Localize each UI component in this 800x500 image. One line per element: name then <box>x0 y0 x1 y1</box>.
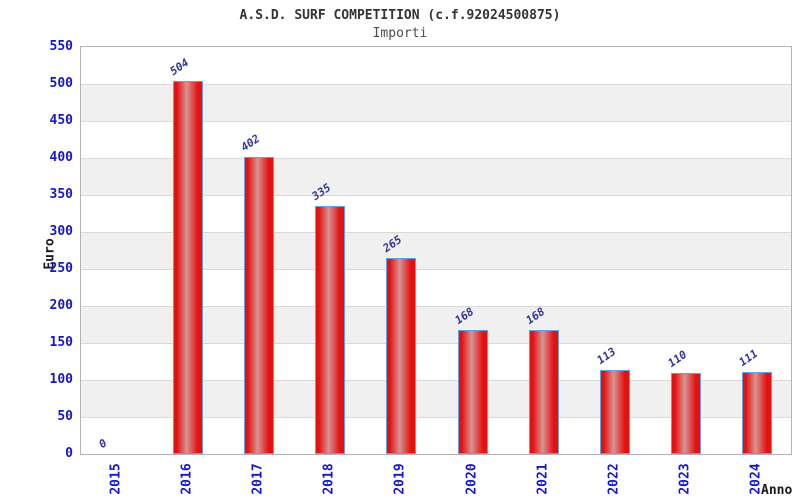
gridline <box>81 84 791 85</box>
gridline <box>81 306 791 307</box>
y-tick-200: 200 <box>49 298 73 313</box>
x-tick-2024: 2024 <box>748 463 764 495</box>
y-tick-0: 0 <box>65 446 73 461</box>
y-tick-550: 550 <box>49 39 73 54</box>
chart-subtitle: Importi <box>372 26 428 41</box>
y-tick-100: 100 <box>49 372 73 387</box>
x-tick-2018: 2018 <box>321 463 337 495</box>
y-tick-450: 450 <box>49 113 73 128</box>
x-tick-2015: 2015 <box>108 463 124 495</box>
gridline <box>81 343 791 344</box>
bar-2024 <box>742 371 773 454</box>
x-tick-2016: 2016 <box>179 463 195 495</box>
gridline <box>81 195 791 196</box>
x-tick-2019: 2019 <box>392 463 408 495</box>
chart-title: A.S.D. SURF COMPETITION (c.f.92024500875… <box>239 8 561 23</box>
y-tick-350: 350 <box>49 187 73 202</box>
bar-2020 <box>457 329 488 454</box>
x-tick-2023: 2023 <box>677 463 693 495</box>
y-tick-400: 400 <box>49 150 73 165</box>
x-tick-2017: 2017 <box>250 463 266 495</box>
gridline <box>81 380 791 381</box>
bar-2019 <box>386 257 417 454</box>
x-axis-title: Anno <box>761 483 793 498</box>
gridline <box>81 121 791 122</box>
gridline <box>81 158 791 159</box>
y-tick-300: 300 <box>49 224 73 239</box>
x-tick-2021: 2021 <box>535 463 551 495</box>
bar-2017 <box>244 156 274 454</box>
gridline <box>81 269 791 270</box>
plot-area <box>80 46 792 455</box>
gridline <box>81 417 791 418</box>
bar-2021 <box>528 329 559 454</box>
x-tick-2022: 2022 <box>606 463 622 495</box>
gridline <box>81 232 791 233</box>
y-tick-500: 500 <box>49 76 73 91</box>
y-tick-50: 50 <box>57 409 73 424</box>
bar-2018 <box>315 206 346 454</box>
y-tick-150: 150 <box>49 335 73 350</box>
bar-2022 <box>600 370 630 454</box>
x-tick-2020: 2020 <box>464 463 480 495</box>
y-tick-250: 250 <box>49 261 73 276</box>
bar-2023 <box>671 372 702 454</box>
bar-2016 <box>172 81 203 454</box>
